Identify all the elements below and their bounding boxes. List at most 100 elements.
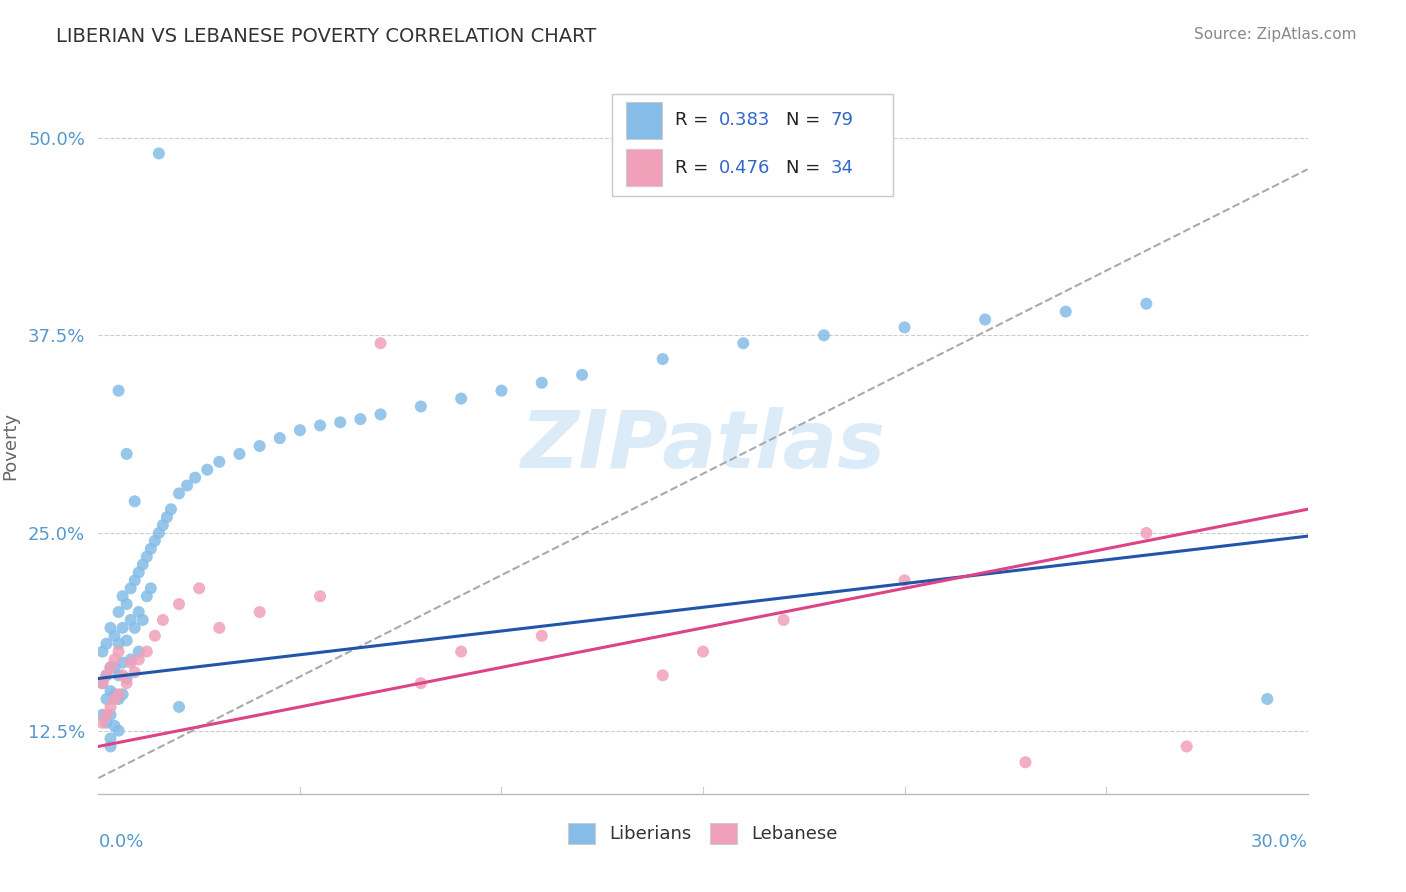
Text: R =: R = bbox=[675, 159, 714, 177]
Point bbox=[893, 320, 915, 334]
Point bbox=[135, 589, 157, 603]
Point bbox=[120, 656, 142, 670]
Point bbox=[91, 676, 114, 690]
Point bbox=[120, 652, 142, 666]
Point bbox=[893, 574, 915, 588]
Text: LIBERIAN VS LEBANESE POVERTY CORRELATION CHART: LIBERIAN VS LEBANESE POVERTY CORRELATION… bbox=[56, 27, 596, 45]
Point bbox=[128, 644, 150, 658]
Point bbox=[491, 384, 513, 398]
Point bbox=[208, 621, 231, 635]
Point bbox=[1175, 739, 1198, 754]
Point bbox=[128, 605, 150, 619]
Point bbox=[107, 687, 129, 701]
Text: N =: N = bbox=[786, 112, 825, 129]
Point bbox=[148, 146, 170, 161]
Point bbox=[96, 692, 118, 706]
Point bbox=[91, 676, 114, 690]
Point bbox=[107, 637, 129, 651]
Point bbox=[103, 660, 125, 674]
Point bbox=[160, 502, 183, 516]
Point bbox=[409, 400, 432, 414]
Point bbox=[103, 719, 125, 733]
Legend: Liberians, Lebanese: Liberians, Lebanese bbox=[561, 815, 845, 851]
Point bbox=[111, 656, 134, 670]
Point bbox=[107, 384, 129, 398]
Point bbox=[111, 589, 134, 603]
Point bbox=[91, 707, 114, 722]
Point bbox=[115, 676, 138, 690]
Point bbox=[409, 676, 432, 690]
Point bbox=[269, 431, 291, 445]
Text: N =: N = bbox=[786, 159, 825, 177]
Point bbox=[124, 621, 146, 635]
Point bbox=[309, 589, 332, 603]
Point bbox=[309, 418, 332, 433]
Point bbox=[135, 644, 157, 658]
Point bbox=[128, 652, 150, 666]
Point bbox=[167, 486, 190, 500]
Point bbox=[148, 525, 170, 540]
Text: 0.0%: 0.0% bbox=[98, 833, 143, 851]
Point bbox=[100, 621, 122, 635]
Point bbox=[103, 652, 125, 666]
Point bbox=[103, 629, 125, 643]
Point bbox=[176, 478, 198, 492]
Point bbox=[107, 668, 129, 682]
Point bbox=[288, 423, 311, 437]
Point bbox=[96, 715, 118, 730]
Point bbox=[651, 351, 673, 366]
Point bbox=[167, 699, 190, 714]
Point bbox=[103, 692, 125, 706]
Point bbox=[143, 533, 166, 548]
Point bbox=[156, 510, 179, 524]
Point bbox=[120, 613, 142, 627]
Point bbox=[184, 470, 207, 484]
Point bbox=[103, 687, 125, 701]
Point bbox=[115, 672, 138, 686]
Text: 0.476: 0.476 bbox=[718, 159, 770, 177]
Point bbox=[152, 613, 174, 627]
Point bbox=[152, 518, 174, 533]
Point bbox=[111, 621, 134, 635]
Point bbox=[91, 715, 114, 730]
Y-axis label: Poverty: Poverty bbox=[1, 412, 20, 480]
Point bbox=[100, 660, 122, 674]
Text: 34: 34 bbox=[831, 159, 853, 177]
Point bbox=[100, 731, 122, 746]
Point bbox=[349, 412, 371, 426]
Point bbox=[370, 336, 392, 351]
Point bbox=[100, 707, 122, 722]
Point bbox=[107, 723, 129, 738]
Text: 0.383: 0.383 bbox=[718, 112, 770, 129]
Point bbox=[651, 668, 673, 682]
Point bbox=[228, 447, 250, 461]
Point bbox=[115, 633, 138, 648]
Point bbox=[91, 644, 114, 658]
Point bbox=[208, 455, 231, 469]
Point bbox=[571, 368, 593, 382]
Point bbox=[530, 629, 553, 643]
Point bbox=[249, 605, 271, 619]
Text: Source: ZipAtlas.com: Source: ZipAtlas.com bbox=[1194, 27, 1357, 42]
Point bbox=[1054, 304, 1077, 318]
Point bbox=[111, 687, 134, 701]
Point bbox=[692, 644, 714, 658]
Text: 30.0%: 30.0% bbox=[1251, 833, 1308, 851]
Point bbox=[139, 582, 162, 596]
Point bbox=[135, 549, 157, 564]
Point bbox=[188, 582, 211, 596]
Point bbox=[107, 692, 129, 706]
Point bbox=[1014, 756, 1036, 770]
Point bbox=[115, 447, 138, 461]
Point bbox=[1256, 692, 1278, 706]
Point bbox=[329, 415, 352, 429]
Point bbox=[107, 644, 129, 658]
Point bbox=[139, 541, 162, 556]
Point bbox=[100, 684, 122, 698]
Point bbox=[143, 629, 166, 643]
Point bbox=[132, 613, 155, 627]
Point bbox=[96, 668, 118, 682]
Text: R =: R = bbox=[675, 112, 714, 129]
Point bbox=[733, 336, 755, 351]
Point bbox=[450, 392, 472, 406]
